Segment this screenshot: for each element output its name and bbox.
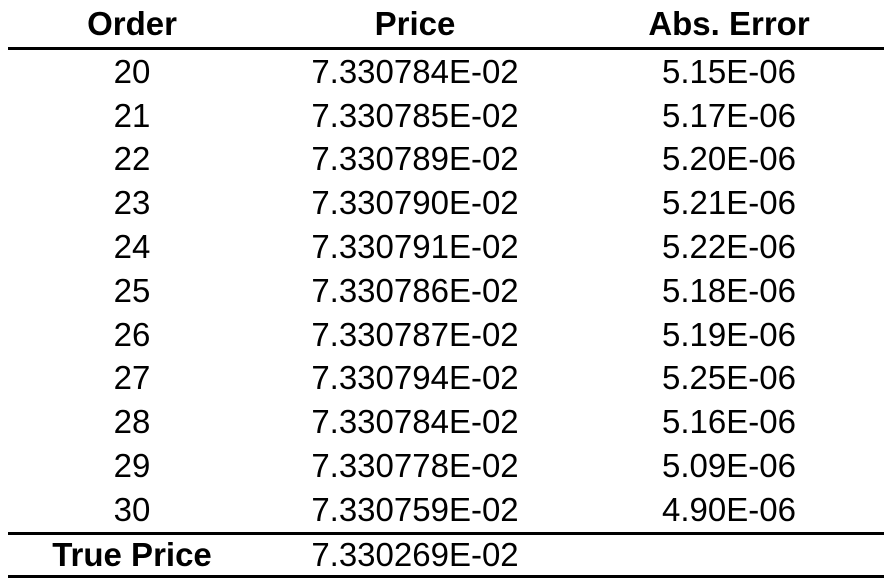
abs-error-cell: 5.21E-06 [662, 184, 796, 222]
price-cell: 7.330786E-02 [311, 271, 519, 309]
price-cell: 7.330789E-02 [311, 140, 519, 178]
order-cell: 30 [113, 490, 151, 528]
table-row: 24 7.330791E-02 5.22E-06 [8, 225, 884, 269]
abs-error-cell: 5.19E-06 [662, 315, 796, 353]
abs-error-cell: 5.16E-06 [662, 403, 796, 441]
abs-error-cell: 4.90E-06 [662, 490, 796, 528]
price-cell: 7.330784E-02 [311, 403, 519, 441]
true-price-label: True Price [8, 531, 256, 578]
header-order: Order [8, 0, 256, 50]
table-row: 21 7.330785E-02 5.17E-06 [8, 94, 884, 138]
abs-error-cell: 5.17E-06 [662, 96, 796, 134]
order-cell: 28 [113, 403, 151, 441]
abs-error-cell: 5.22E-06 [662, 228, 796, 266]
header-row: Order Price Abs. Error [8, 0, 884, 50]
order-cell: 25 [113, 271, 151, 309]
table-row: 27 7.330794E-02 5.25E-06 [8, 357, 884, 401]
abs-error-cell: 5.09E-06 [662, 447, 796, 485]
price-cell: 7.330794E-02 [311, 359, 519, 397]
order-cell: 22 [113, 140, 151, 178]
true-price-row: True Price 7.330269E-02 [8, 531, 884, 578]
order-cell: 23 [113, 184, 151, 222]
table-row: 29 7.330778E-02 5.09E-06 [8, 444, 884, 488]
price-cell: 7.330778E-02 [311, 447, 519, 485]
table-row: 22 7.330789E-02 5.20E-06 [8, 138, 884, 182]
abs-error-cell: 5.25E-06 [662, 359, 796, 397]
table-row: 23 7.330790E-02 5.21E-06 [8, 181, 884, 225]
table-row: 25 7.330786E-02 5.18E-06 [8, 269, 884, 313]
table-body: 20 7.330784E-02 5.15E-06 21 7.330785E-02… [8, 49, 884, 578]
price-cell: 7.330790E-02 [311, 184, 519, 222]
table-header: Order Price Abs. Error [8, 0, 884, 50]
price-cell: 7.330787E-02 [311, 315, 519, 353]
order-cell: 24 [113, 228, 151, 266]
price-cell: 7.330785E-02 [311, 96, 519, 134]
order-cell: 27 [113, 359, 151, 397]
price-cell: 7.330759E-02 [311, 490, 519, 528]
abs-error-cell: 5.18E-06 [662, 271, 796, 309]
table-row: 26 7.330787E-02 5.19E-06 [8, 313, 884, 357]
price-cell: 7.330784E-02 [311, 52, 519, 90]
order-cell: 20 [113, 52, 151, 90]
results-table: Order Price Abs. Error 20 7.330784E-02 5… [8, 0, 884, 578]
header-abs-error: Abs. Error [574, 0, 884, 50]
table-row: 20 7.330784E-02 5.15E-06 [8, 49, 884, 94]
order-cell: 29 [113, 447, 151, 485]
true-price-error-cell [574, 531, 884, 578]
table-row: 30 7.330759E-02 4.90E-06 [8, 488, 884, 533]
true-price-value: 7.330269E-02 [256, 531, 574, 578]
order-cell: 21 [113, 96, 151, 134]
results-table-container: Order Price Abs. Error 20 7.330784E-02 5… [8, 0, 884, 578]
order-cell: 26 [113, 315, 151, 353]
price-cell: 7.330791E-02 [311, 228, 519, 266]
header-price: Price [256, 0, 574, 50]
abs-error-cell: 5.20E-06 [662, 140, 796, 178]
table-row: 28 7.330784E-02 5.16E-06 [8, 400, 884, 444]
abs-error-cell: 5.15E-06 [662, 52, 796, 90]
